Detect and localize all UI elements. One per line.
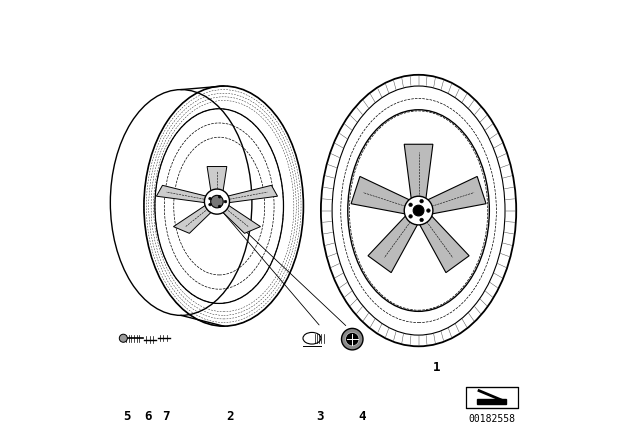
Circle shape: [211, 195, 223, 208]
Polygon shape: [414, 207, 469, 273]
Polygon shape: [216, 185, 278, 204]
Circle shape: [409, 215, 412, 218]
Ellipse shape: [321, 75, 516, 346]
Text: 00182558: 00182558: [468, 414, 516, 424]
Ellipse shape: [144, 86, 303, 326]
Polygon shape: [213, 200, 260, 233]
Polygon shape: [368, 207, 423, 273]
Text: 1: 1: [433, 361, 440, 374]
Bar: [477, 399, 506, 404]
Polygon shape: [404, 144, 433, 211]
Bar: [466, 387, 518, 408]
Circle shape: [346, 332, 359, 346]
Circle shape: [427, 209, 430, 212]
Text: 2: 2: [227, 410, 234, 423]
Polygon shape: [207, 167, 227, 202]
Circle shape: [224, 200, 227, 203]
Circle shape: [119, 334, 127, 342]
Polygon shape: [173, 200, 221, 233]
Text: 4: 4: [359, 410, 366, 423]
Text: 6: 6: [144, 410, 151, 423]
Circle shape: [420, 218, 424, 222]
Circle shape: [218, 205, 221, 208]
Text: 3: 3: [316, 410, 324, 423]
Circle shape: [420, 199, 424, 203]
Circle shape: [209, 203, 211, 206]
Polygon shape: [351, 177, 420, 216]
Circle shape: [209, 197, 211, 200]
Text: 7: 7: [162, 410, 169, 423]
Circle shape: [218, 195, 221, 198]
Circle shape: [413, 205, 424, 216]
Circle shape: [404, 196, 433, 225]
Polygon shape: [156, 185, 218, 204]
Circle shape: [342, 328, 363, 350]
Circle shape: [409, 203, 412, 207]
Text: 5: 5: [124, 410, 131, 423]
Circle shape: [204, 189, 230, 214]
Polygon shape: [417, 177, 486, 216]
